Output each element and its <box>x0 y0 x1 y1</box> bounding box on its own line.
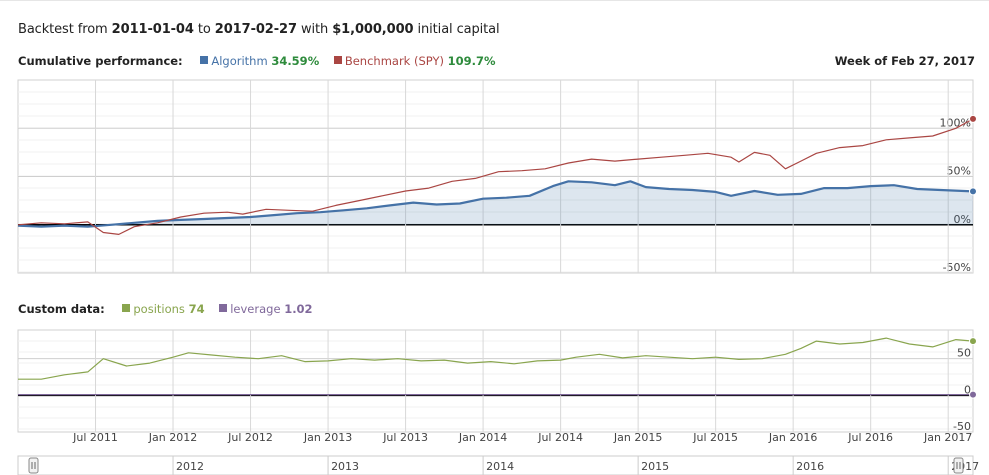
leverage-swatch <box>219 304 228 312</box>
backtest-prefix: Backtest from <box>18 22 108 37</box>
backtest-capital: $1,000,000 <box>332 22 414 37</box>
top-divider <box>0 0 989 1</box>
backtest-to: to <box>197 22 211 37</box>
series-line-benchmark-spy- <box>17 118 974 235</box>
navigator-right-handle[interactable] <box>953 457 964 474</box>
chart-panel-1: 50 0 -50 <box>17 329 977 433</box>
positions-value: 74 <box>188 302 205 316</box>
navigator-left-handle-body <box>28 457 39 474</box>
y-tick-label: -50 <box>953 420 971 433</box>
x-tick-label: Jan 2015 <box>613 431 662 444</box>
legend-item-positions[interactable]: positions 74 <box>122 302 208 316</box>
backtest-suffix: initial capital <box>417 22 500 37</box>
y-tick-label: 50% <box>947 165 971 178</box>
backtest-with: with <box>300 22 329 37</box>
benchmark-value: 109.7% <box>447 54 496 68</box>
panel-frame <box>17 329 974 433</box>
positions-name: positions <box>133 302 185 316</box>
chart-panel-0: 100% 50% 0% -50% <box>17 79 977 274</box>
x-tick-label: Jul 2014 <box>537 431 583 444</box>
navigator-year-label: 2012 <box>176 460 204 473</box>
leverage-value: 1.02 <box>284 302 313 316</box>
series-line-algorithm <box>17 180 974 228</box>
custom-data-label: Custom data: <box>18 302 105 316</box>
x-tick-label: Jan 2016 <box>768 431 817 444</box>
series-end-marker <box>969 337 977 346</box>
navigator-right-handle-body <box>953 457 964 474</box>
week-label: Week of Feb 27, 2017 <box>834 54 975 68</box>
series-line-positions <box>18 337 974 380</box>
x-tick-label: Jul 2016 <box>847 431 893 444</box>
x-tick-label: Jul 2015 <box>692 431 738 444</box>
algorithm-name: Algorithm <box>211 54 268 68</box>
series-end-marker <box>969 187 977 196</box>
leverage-name: leverage <box>230 302 281 316</box>
navigator-frame <box>17 455 974 475</box>
backtest-start-date: 2011-01-04 <box>111 22 194 37</box>
legend-item-algorithm[interactable]: Algorithm 34.59% <box>200 54 323 68</box>
y-tick-label: 100% <box>940 116 971 129</box>
legend-item-leverage[interactable]: leverage 1.02 <box>219 302 313 316</box>
x-tick-label: Jan 2017 <box>923 431 972 444</box>
navigator-left-handle[interactable] <box>28 457 39 474</box>
x-tick-label: Jan 2013 <box>303 431 352 444</box>
navigator-year-label: 2014 <box>486 460 514 473</box>
y-tick-label: 0 <box>964 383 971 396</box>
x-tick-label: Jul 2013 <box>382 431 428 444</box>
x-tick-label: Jul 2011 <box>72 431 118 444</box>
y-tick-label: 0% <box>954 213 971 226</box>
series-end-marker <box>969 390 977 399</box>
y-tick-label: -50% <box>943 261 971 274</box>
series-end-marker <box>969 114 977 123</box>
algorithm-swatch <box>200 56 209 64</box>
benchmark-swatch <box>333 56 342 64</box>
navigator-year-label: 2015 <box>641 460 669 473</box>
backtest-title: Backtest from 2011-01-04 to 2017-02-27 w… <box>18 22 500 37</box>
performance-legend: Cumulative performance: Algorithm 34.59%… <box>18 54 496 68</box>
x-tick-label: Jul 2012 <box>227 431 273 444</box>
algorithm-value: 34.59% <box>271 54 320 68</box>
x-tick-label: Jan 2014 <box>458 431 507 444</box>
backtest-end-date: 2017-02-27 <box>214 22 297 37</box>
navigator: 2012 2013 2014 2015 2016 2017 <box>17 455 979 475</box>
navigator-year-label: 2016 <box>796 460 824 473</box>
legend-item-benchmark[interactable]: Benchmark (SPY) 109.7% <box>333 54 496 68</box>
custom-data-legend: Custom data: positions 74 leverage 1.02 <box>18 302 313 316</box>
performance-label: Cumulative performance: <box>18 54 183 68</box>
benchmark-name: Benchmark (SPY) <box>344 54 444 68</box>
x-tick-label: Jan 2012 <box>148 431 197 444</box>
navigator-year-label: 2013 <box>331 460 359 473</box>
y-tick-label: 50 <box>957 347 971 360</box>
series-area-algorithm <box>18 181 973 227</box>
positions-swatch <box>122 304 131 312</box>
